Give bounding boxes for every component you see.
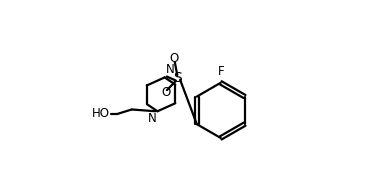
Text: N: N xyxy=(148,112,157,125)
Text: F: F xyxy=(217,65,224,78)
Text: HO: HO xyxy=(92,107,109,121)
Text: N: N xyxy=(166,63,174,76)
Text: S: S xyxy=(174,71,182,85)
Text: O: O xyxy=(161,86,170,99)
Text: O: O xyxy=(170,52,179,65)
